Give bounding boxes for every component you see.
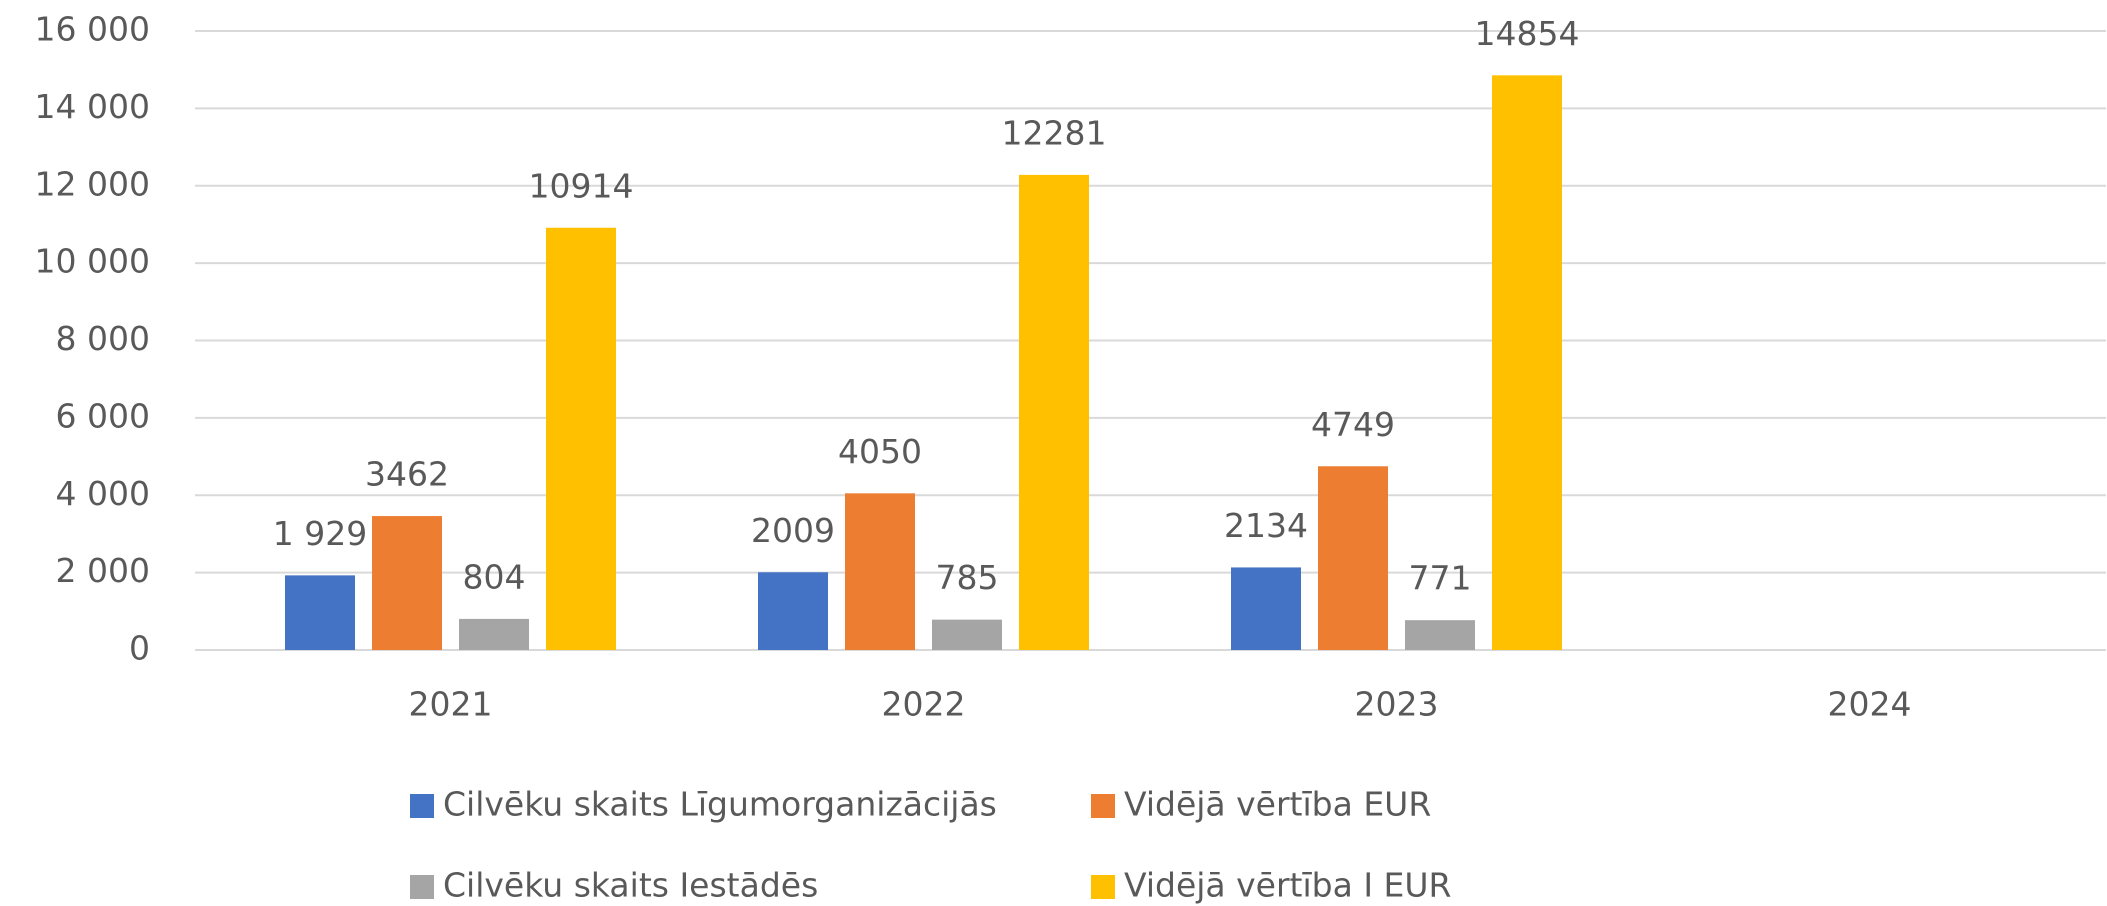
bar [1318, 466, 1388, 650]
y-tick-label: 8 000 [56, 319, 150, 358]
legend-marker [1091, 794, 1115, 818]
data-label: 804 [463, 557, 526, 596]
data-label: 12281 [1002, 113, 1107, 152]
data-label: 4050 [838, 432, 922, 471]
bar [546, 227, 616, 650]
data-label: 771 [1409, 559, 1472, 598]
legend-label: Vidējā vērtība EUR [1124, 785, 1431, 824]
bar [1019, 174, 1089, 650]
legend-label: Vidējā vērtība I EUR [1124, 866, 1451, 905]
legend-marker [410, 794, 434, 818]
bar [372, 516, 442, 650]
y-tick-label: 0 [129, 629, 150, 668]
y-tick-label: 4 000 [56, 474, 150, 513]
data-label: 2134 [1224, 506, 1308, 545]
bar [932, 619, 1002, 650]
data-label: 4749 [1311, 405, 1395, 444]
y-tick-label: 10 000 [35, 242, 150, 281]
x-tick-label: 2023 [1355, 685, 1439, 724]
bar [285, 575, 355, 650]
bar [758, 572, 828, 650]
legend-label: Cilvēku skaits Iestādēs [443, 866, 818, 905]
legend-marker [1091, 875, 1115, 899]
y-tick-label: 16 000 [35, 10, 150, 49]
bar [845, 493, 915, 650]
y-tick-label: 14 000 [35, 87, 150, 126]
bar [1231, 567, 1301, 650]
data-label: 785 [936, 558, 999, 597]
data-label: 1 929 [273, 514, 367, 553]
y-tick-label: 12 000 [35, 164, 150, 203]
y-tick-label: 2 000 [56, 551, 150, 590]
bar [1405, 620, 1475, 650]
legend-label: Cilvēku skaits Līgumorganizācijās [443, 785, 997, 824]
data-label: 14854 [1475, 14, 1580, 53]
data-label: 2009 [751, 511, 835, 550]
bar [1492, 75, 1562, 650]
data-label: 3462 [365, 455, 449, 494]
x-tick-label: 2024 [1828, 685, 1912, 724]
data-label: 10914 [529, 166, 634, 205]
legend-marker [410, 875, 434, 899]
x-tick-label: 2022 [882, 685, 966, 724]
y-tick-label: 6 000 [56, 396, 150, 435]
x-tick-label: 2021 [409, 685, 493, 724]
bar [459, 618, 529, 650]
